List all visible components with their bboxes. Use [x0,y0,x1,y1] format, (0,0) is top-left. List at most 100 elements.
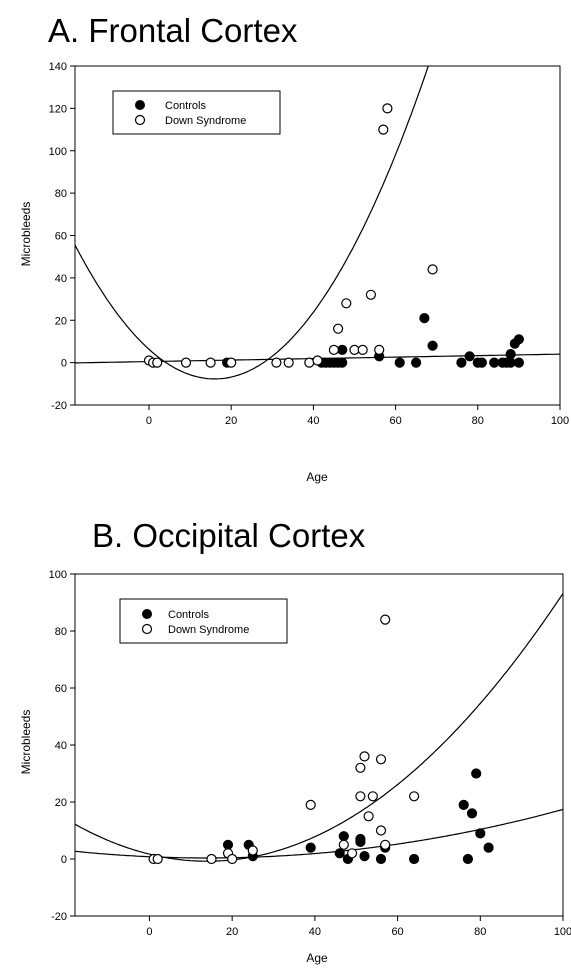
down-syndrome-point [305,799,316,811]
control-point [337,357,348,368]
control-point [483,842,494,853]
legend-marker-down-syndrome [134,114,146,126]
down-syndrome-point [409,791,420,802]
down-syndrome-point [382,103,393,114]
x-tick-label: 20 [226,926,238,938]
panel-title: B. Occipital Cortex [92,517,366,554]
y-tick-label: 60 [55,231,67,243]
plot-frame [74,573,564,917]
down-syndrome-point [152,357,163,368]
y-tick-label: 0 [61,854,67,866]
y-tick-label: 20 [55,797,67,809]
control-point [476,357,487,368]
down-syndrome-point [338,839,349,850]
control-point [419,313,430,324]
control-point [456,357,467,368]
y-tick-label: 80 [55,626,67,638]
x-axis-title: Age [306,951,328,965]
down-syndrome-point [347,848,358,859]
y-tick-label: 20 [55,315,67,327]
y-tick-label: 140 [49,61,67,73]
fit-curves [75,66,560,380]
down-syndrome-point [363,811,374,822]
control-point [355,836,366,848]
legend-label-controls: Controls [165,100,206,112]
panel-title: A. Frontal Cortex [48,12,298,49]
down-syndrome-point [380,614,391,625]
control-point [513,357,525,368]
y-tick-label: -20 [51,911,67,923]
x-tick-label: 60 [391,926,403,938]
control-point [409,853,420,865]
down-syndrome-point [304,357,315,368]
y-tick-label: 100 [49,569,67,581]
control-point [359,850,370,862]
legend-label-down-syndrome: Down Syndrome [165,115,246,127]
down-syndrome-point [359,751,370,762]
down-syndrome-point [427,264,438,275]
control-point [337,344,348,355]
control-point [427,340,438,351]
y-tick-label: 40 [55,273,67,285]
down-syndrome-point [152,853,163,865]
control-point [513,334,525,345]
down-syndrome-point [312,355,323,366]
down-syndrome-point [378,124,389,135]
y-tick-label: 40 [55,740,67,752]
legend-label-down-syndrome: Down Syndrome [168,624,249,636]
panel-frontal-cortex: A. Frontal Cortex Age Microbleeds -20 0 20… [19,12,569,484]
down-syndrome-point [365,289,376,300]
y-tick-label: 100 [49,146,67,158]
down-syndrome-point [271,357,282,368]
control-point [305,842,316,853]
legend-marker-down-syndrome [141,623,153,635]
control-point [505,349,516,360]
down-syndrome-point [226,357,237,368]
panel-occipital-cortex: B. Occipital Cortex Age Microbleeds -20 0… [19,517,571,965]
down-syndrome-point [375,825,387,836]
control-point [411,357,422,368]
down-syndrome-point [333,323,344,334]
control-point [489,357,500,368]
data-points [143,103,525,368]
y-tick-label: 60 [55,683,67,695]
legend-marker-controls [142,609,152,619]
axis-ticks: -20 0 20 40 60 80 100 0 20 40 60 80 100 [49,569,571,938]
x-tick-label: 100 [551,415,569,427]
y-axis-title: Microbleeds [19,202,33,267]
control-point [338,831,349,842]
x-tick-label: 100 [554,926,571,938]
down-syndrome-point [380,839,391,850]
y-tick-label: 80 [55,188,67,200]
x-tick-label: 40 [307,415,319,427]
x-tick-label: 80 [474,926,486,938]
control-point [222,839,234,850]
x-tick-label: 80 [472,415,484,427]
x-tick-label: 0 [146,415,152,427]
down-syndrome-point [367,791,378,802]
legend: Controls Down Syndrome [112,90,281,135]
x-tick-label: 20 [225,415,237,427]
plot-frame [74,65,561,406]
control-point [464,351,475,362]
control-point [458,799,469,811]
down-syndrome-point [355,762,366,773]
down-syndrome-point [206,853,217,865]
down-syndrome-point [357,344,368,355]
down-syndrome-point [341,298,352,309]
control-point [475,828,486,839]
down-syndrome-point [205,357,216,368]
control-point [375,853,387,865]
x-tick-label: 60 [389,415,401,427]
y-tick-label: -20 [51,400,67,412]
x-axis-title: Age [306,470,328,484]
x-tick-label: 0 [146,926,152,938]
legend-box [112,90,281,135]
x-tick-label: 40 [309,926,321,938]
control-point [462,853,473,865]
control-point [471,768,482,779]
down-syndrome-point [247,845,258,856]
y-tick-label: 120 [49,103,67,115]
down-syndrome-point [283,357,294,368]
legend: Controls Down Syndrome [119,598,288,644]
